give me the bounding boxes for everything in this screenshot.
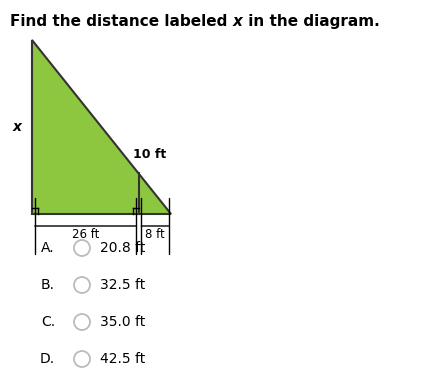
Text: x: x <box>13 120 22 134</box>
Text: 20.8 ft: 20.8 ft <box>100 241 145 255</box>
Text: Find the distance labeled: Find the distance labeled <box>10 14 232 29</box>
Text: C.: C. <box>41 315 55 329</box>
Text: A.: A. <box>41 241 55 255</box>
Text: 26 ft: 26 ft <box>72 228 99 241</box>
Polygon shape <box>32 40 171 214</box>
Text: 32.5 ft: 32.5 ft <box>100 278 145 292</box>
Text: B.: B. <box>41 278 55 292</box>
Text: 8 ft: 8 ft <box>145 228 164 241</box>
Text: x: x <box>232 14 242 29</box>
Text: 35.0 ft: 35.0 ft <box>100 315 145 329</box>
Text: in the diagram.: in the diagram. <box>242 14 378 29</box>
Text: D.: D. <box>40 352 55 366</box>
Text: 10 ft: 10 ft <box>133 147 166 161</box>
Text: 42.5 ft: 42.5 ft <box>100 352 145 366</box>
